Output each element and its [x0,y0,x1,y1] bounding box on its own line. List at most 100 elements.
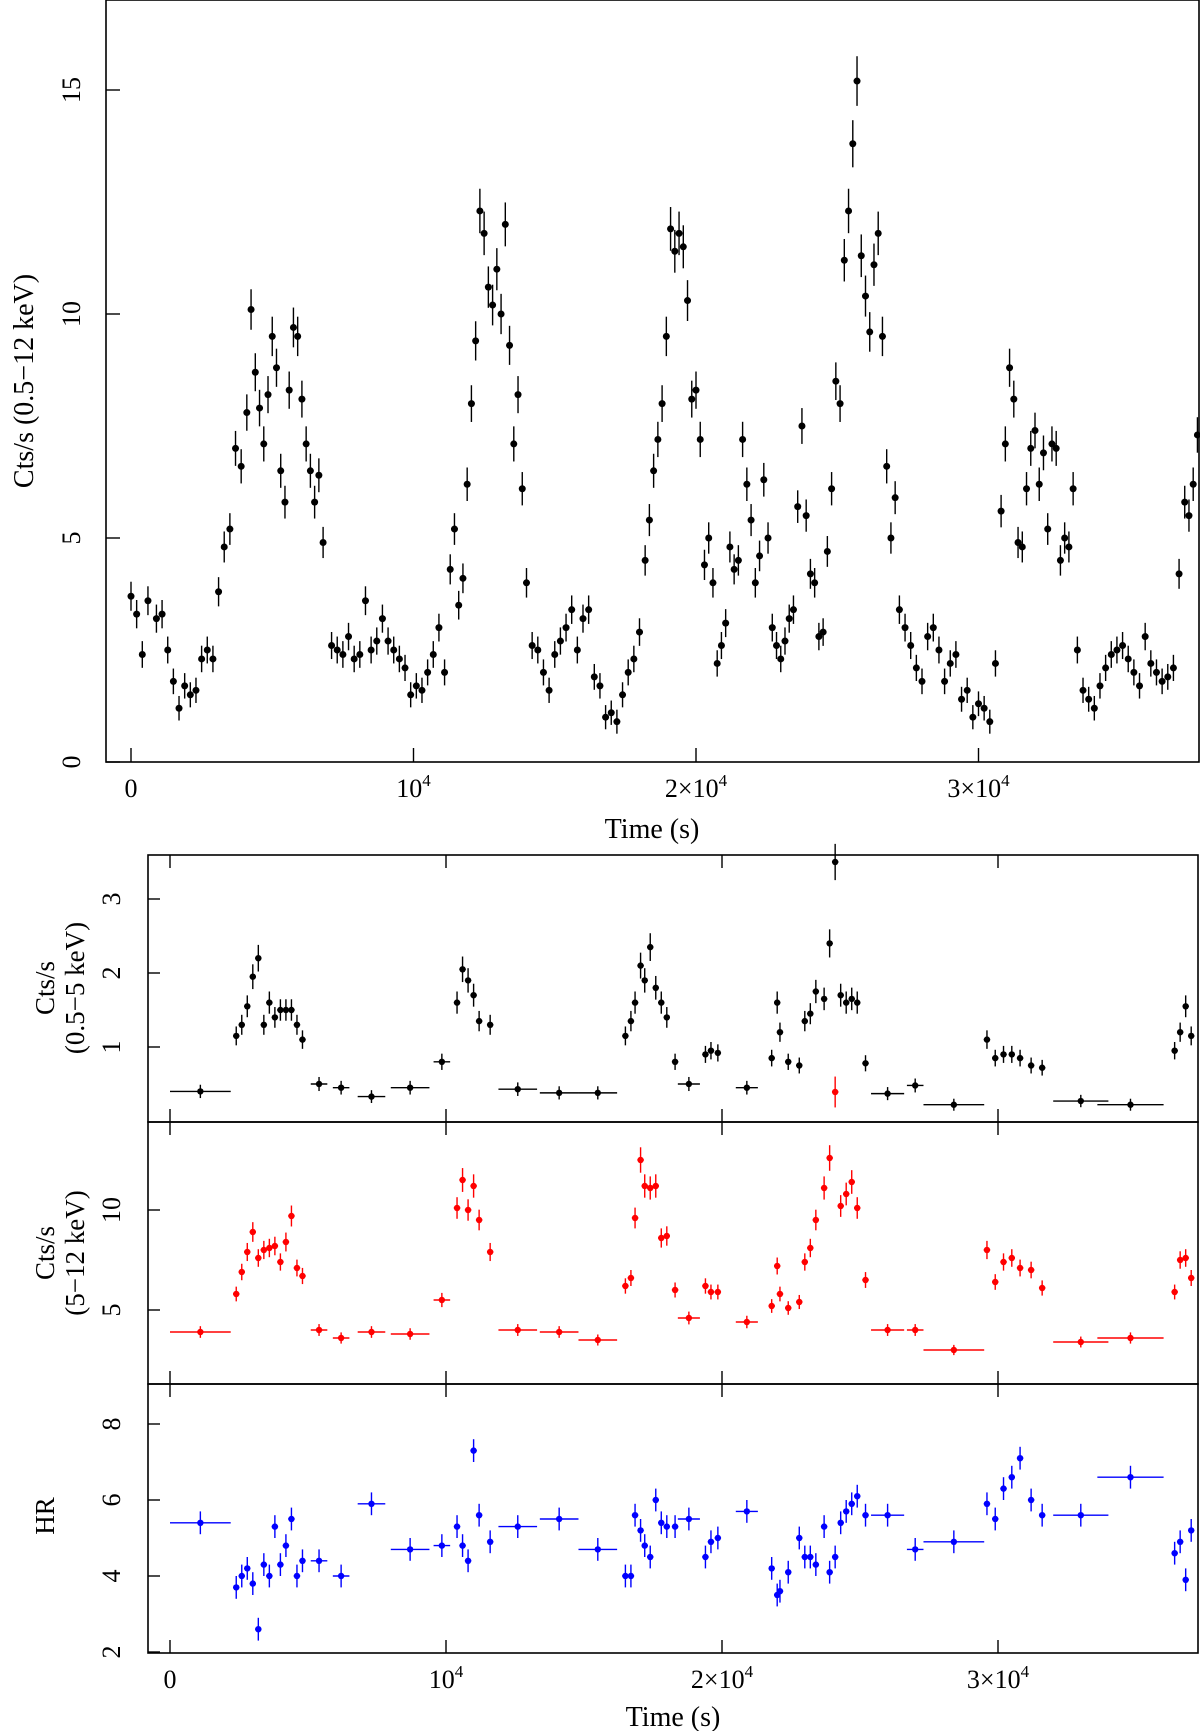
soft-point-18 [433,1053,451,1070]
top-point-53 [407,682,415,708]
soft-point-20 [459,956,466,983]
hr-point-65 [1008,1465,1015,1489]
hard-point-0 [170,1326,231,1338]
hr-point-62 [983,1492,991,1516]
top-point-79 [528,631,536,660]
hard-point-16 [357,1326,386,1338]
top-point-104 [662,316,670,357]
hard-point-3 [244,1242,251,1262]
hard-point-27 [578,1334,618,1346]
top-x-tick-label-3: 3×104 [947,771,1010,803]
top-point-59 [441,659,449,686]
top-point-36 [311,485,319,519]
hr-point-38 [677,1507,700,1531]
top-point-122 [739,421,747,458]
hard-point-29 [627,1270,635,1286]
top-point-165 [929,613,937,642]
soft-point-0 [170,1084,231,1099]
top-point-44 [356,641,364,668]
top-point-14 [209,645,217,673]
hard-point-2 [238,1263,245,1281]
top-point-210 [1158,668,1166,695]
soft-point-59 [871,1087,905,1101]
top-point-68 [480,211,488,256]
top-x-axis-label: Time (s) [605,814,700,845]
top-point-170 [958,686,966,712]
top-point-3 [144,586,152,616]
top-point-11 [192,677,200,703]
top-point-197 [1085,686,1093,712]
top-point-213 [1175,558,1183,589]
top-point-7 [169,668,177,695]
top-point-211 [1164,663,1172,690]
top-point-61 [450,513,458,545]
top-point-23 [256,389,264,427]
top-point-10 [186,682,194,708]
hr-y-tick-label-1: 4 [97,1570,126,1583]
hard-y-axis-label: Cts/s [30,1226,60,1280]
top-point-187 [1039,435,1047,471]
hard-point-61 [923,1344,985,1356]
top-point-86 [568,595,576,624]
soft-point-9 [277,999,284,1021]
hr-point-52 [826,1560,833,1584]
top-point-58 [435,613,443,642]
hr-point-12 [293,1564,301,1588]
top-y-tick-label-3: 15 [57,77,86,103]
soft-data-points [170,843,1195,1111]
hard-point-36 [663,1226,670,1246]
hr-point-55 [843,1500,850,1523]
top-point-194 [1069,472,1077,506]
top-point-144 [832,362,840,401]
hr-y-tick-label-3: 8 [97,1418,126,1431]
soft-point-6 [260,1014,268,1035]
soft-point-22 [470,983,477,1007]
soft-point-7 [266,991,273,1014]
soft-point-11 [288,999,295,1021]
top-point-188 [1044,513,1052,545]
top-point-19 [237,449,245,484]
top-point-142 [823,536,831,567]
soft-point-30 [631,991,639,1014]
top-point-77 [518,472,526,506]
hard-point-39 [702,1278,709,1294]
hard-point-5 [255,1249,262,1267]
hr-point-72 [1176,1530,1184,1554]
soft-point-61 [923,1098,985,1111]
hr-x-axis-label: Time (s) [626,1702,721,1731]
hr-point-5 [255,1617,262,1641]
hr-point-6 [260,1553,268,1576]
top-point-169 [952,641,960,668]
top-point-203 [1119,631,1127,660]
soft-point-37 [671,1053,679,1070]
hard-point-35 [658,1228,665,1248]
hr-point-61 [923,1530,985,1554]
top-point-118 [722,609,730,638]
top-point-133 [785,604,793,633]
soft-point-55 [843,991,850,1014]
top-point-119 [726,531,734,563]
soft-point-34 [652,975,659,1000]
hr-point-37 [671,1515,679,1538]
top-point-115 [709,568,717,598]
top-point-33 [298,380,306,418]
hard-point-54 [837,1195,844,1217]
top-point-54 [412,673,420,699]
hr-point-3 [244,1557,251,1580]
top-point-32 [294,316,302,357]
top-point-171 [963,677,971,703]
top-point-41 [339,641,347,668]
hard-point-1 [233,1286,240,1302]
hard-point-26 [539,1326,579,1338]
top-point-48 [378,604,386,633]
top-point-129 [768,613,776,642]
soft-point-31 [637,952,644,979]
top-point-111 [692,371,700,409]
top-point-43 [350,645,358,673]
soft-point-63 [992,1049,999,1067]
hr-point-19 [453,1515,461,1538]
hr-point-34 [652,1488,659,1512]
top-x-tick-label-1: 104 [396,771,431,803]
top-point-123 [743,467,751,501]
soft-point-65 [1008,1045,1015,1063]
